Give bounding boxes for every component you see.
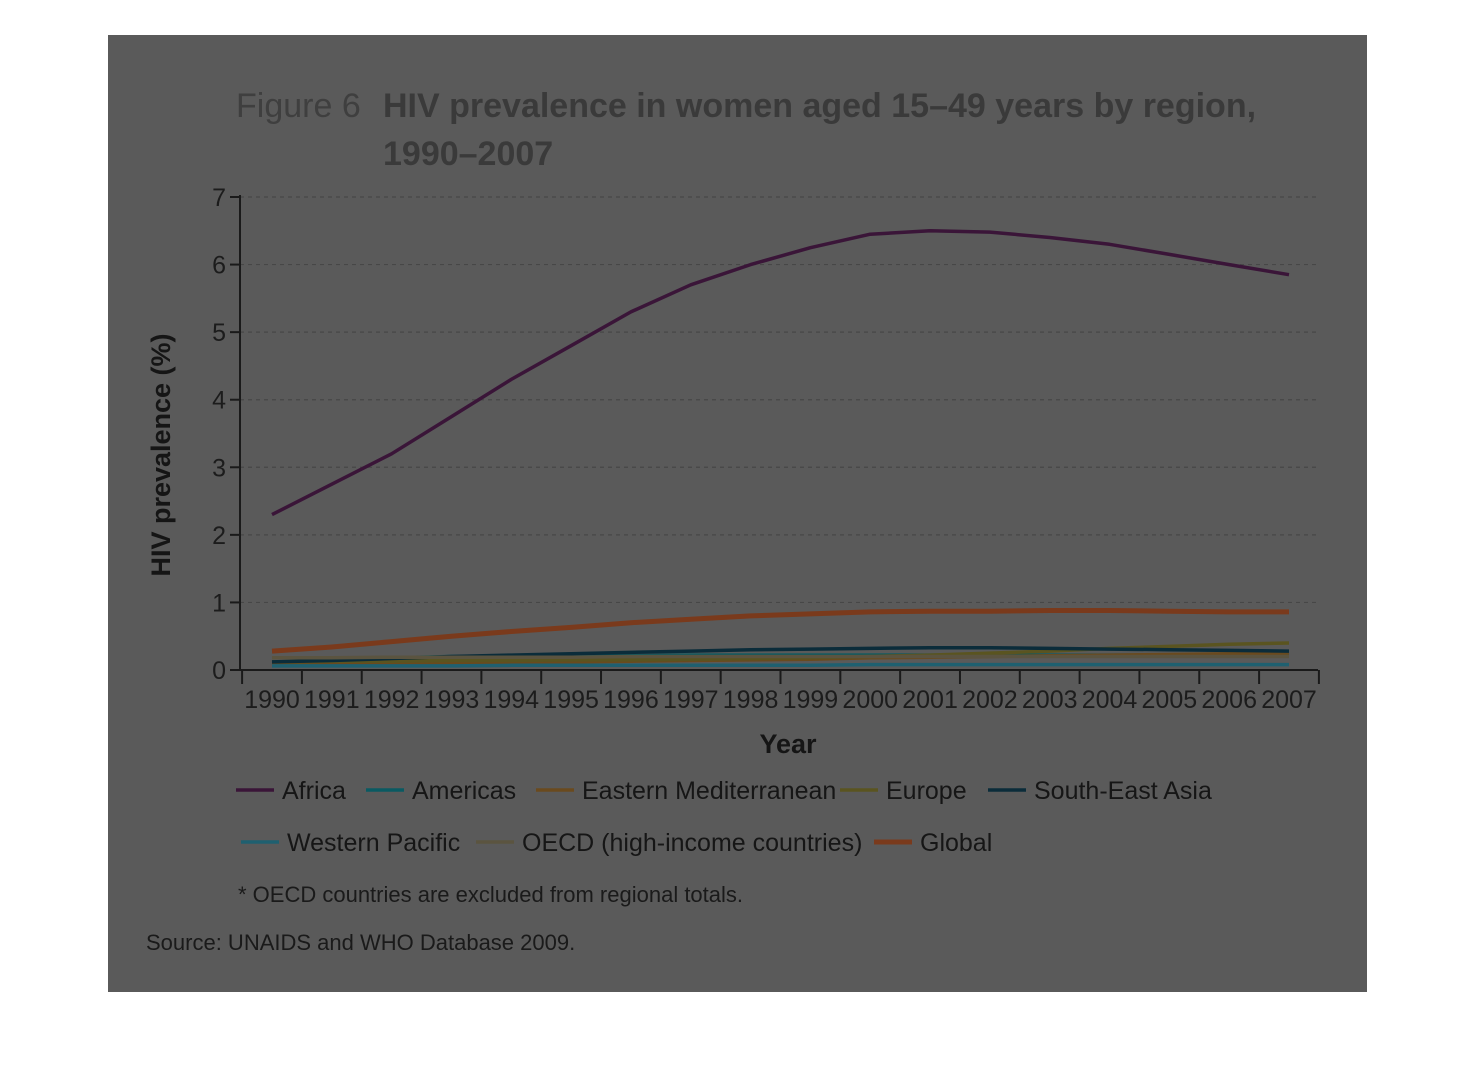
x-tick-label: 2002 — [962, 686, 1018, 714]
x-tick-label: 1991 — [304, 686, 360, 714]
x-tick-labels: 1990 1991 1992 1993 1994 1995 1996 1997 1998 1999… — [244, 686, 1317, 714]
series-line-africa — [271, 229, 1290, 517]
series-line-oecd-high-income-countries — [272, 654, 1289, 660]
source-note: Source: UNAIDS and WHO Database 2009. — [146, 930, 575, 955]
x-tick-label: 1998 — [723, 686, 779, 714]
legend-label-europe: Europe — [886, 777, 967, 805]
x-tick-label: 1996 — [603, 686, 659, 714]
legend-label-global: Global — [920, 829, 992, 857]
figure-title-line2: 1990–2007 — [383, 135, 553, 173]
legend: Africa Americas Eastern Mediterranean Europ… — [236, 777, 1212, 857]
x-axis-title: Year — [759, 729, 817, 759]
legend-label-americas: Americas — [412, 777, 516, 805]
y-tick-label: 0 — [212, 657, 226, 685]
x-tick-label: 2003 — [1022, 686, 1078, 714]
x-tick-label: 1995 — [543, 686, 599, 714]
x-tick-label: 1997 — [663, 686, 719, 714]
y-axis-title: HIV prevalence (%) — [146, 333, 176, 576]
x-tick-label: 1992 — [364, 686, 420, 714]
x-tick-label: 2005 — [1142, 686, 1198, 714]
x-tick-label: 1990 — [244, 686, 300, 714]
gridlines — [240, 196, 1318, 604]
series-line-global — [271, 608, 1289, 654]
legend-label-oecd-high-income-countries: OECD (high-income countries) — [522, 829, 862, 857]
legend-label-south-east-asia: South-East Asia — [1034, 777, 1212, 805]
legend-label-africa: Africa — [282, 777, 346, 805]
y-tick-label: 5 — [212, 319, 226, 347]
x-tick-label: 1994 — [483, 686, 539, 714]
line-chart: Figure 6 HIV prevalence in women aged 15… — [146, 87, 1320, 955]
legend-label-eastern-mediterranean: Eastern Mediterranean — [582, 777, 836, 805]
figure-title-line1: HIV prevalence in women aged 15–49 years… — [383, 87, 1256, 125]
series-lines — [271, 229, 1290, 668]
chart-panel: Figure 6 HIV prevalence in women aged 15… — [108, 35, 1367, 992]
y-tick-label: 2 — [212, 522, 226, 550]
y-tick-label: 6 — [212, 252, 226, 280]
y-tick-label: 4 — [212, 387, 226, 415]
x-tick-label: 2000 — [842, 686, 898, 714]
x-tick-label: 2004 — [1082, 686, 1138, 714]
x-tick-label: 2006 — [1201, 686, 1257, 714]
footnote: * OECD countries are excluded from regio… — [238, 882, 743, 907]
figure-label: Figure 6 — [236, 87, 361, 125]
x-tick-label: 1999 — [783, 686, 839, 714]
legend-label-western-pacific: Western Pacific — [287, 829, 460, 857]
x-tick-label: 1993 — [424, 686, 480, 714]
y-tick-label: 3 — [212, 454, 226, 482]
y-tick-label: 1 — [212, 589, 226, 617]
y-tick-label: 7 — [212, 184, 226, 212]
x-tick-label: 2001 — [902, 686, 958, 714]
x-tick-label: 2007 — [1261, 686, 1317, 714]
series-line-western-pacific — [272, 662, 1289, 668]
y-tick-labels: 0 1 2 3 4 5 6 7 — [212, 184, 226, 685]
axes — [230, 195, 1320, 684]
